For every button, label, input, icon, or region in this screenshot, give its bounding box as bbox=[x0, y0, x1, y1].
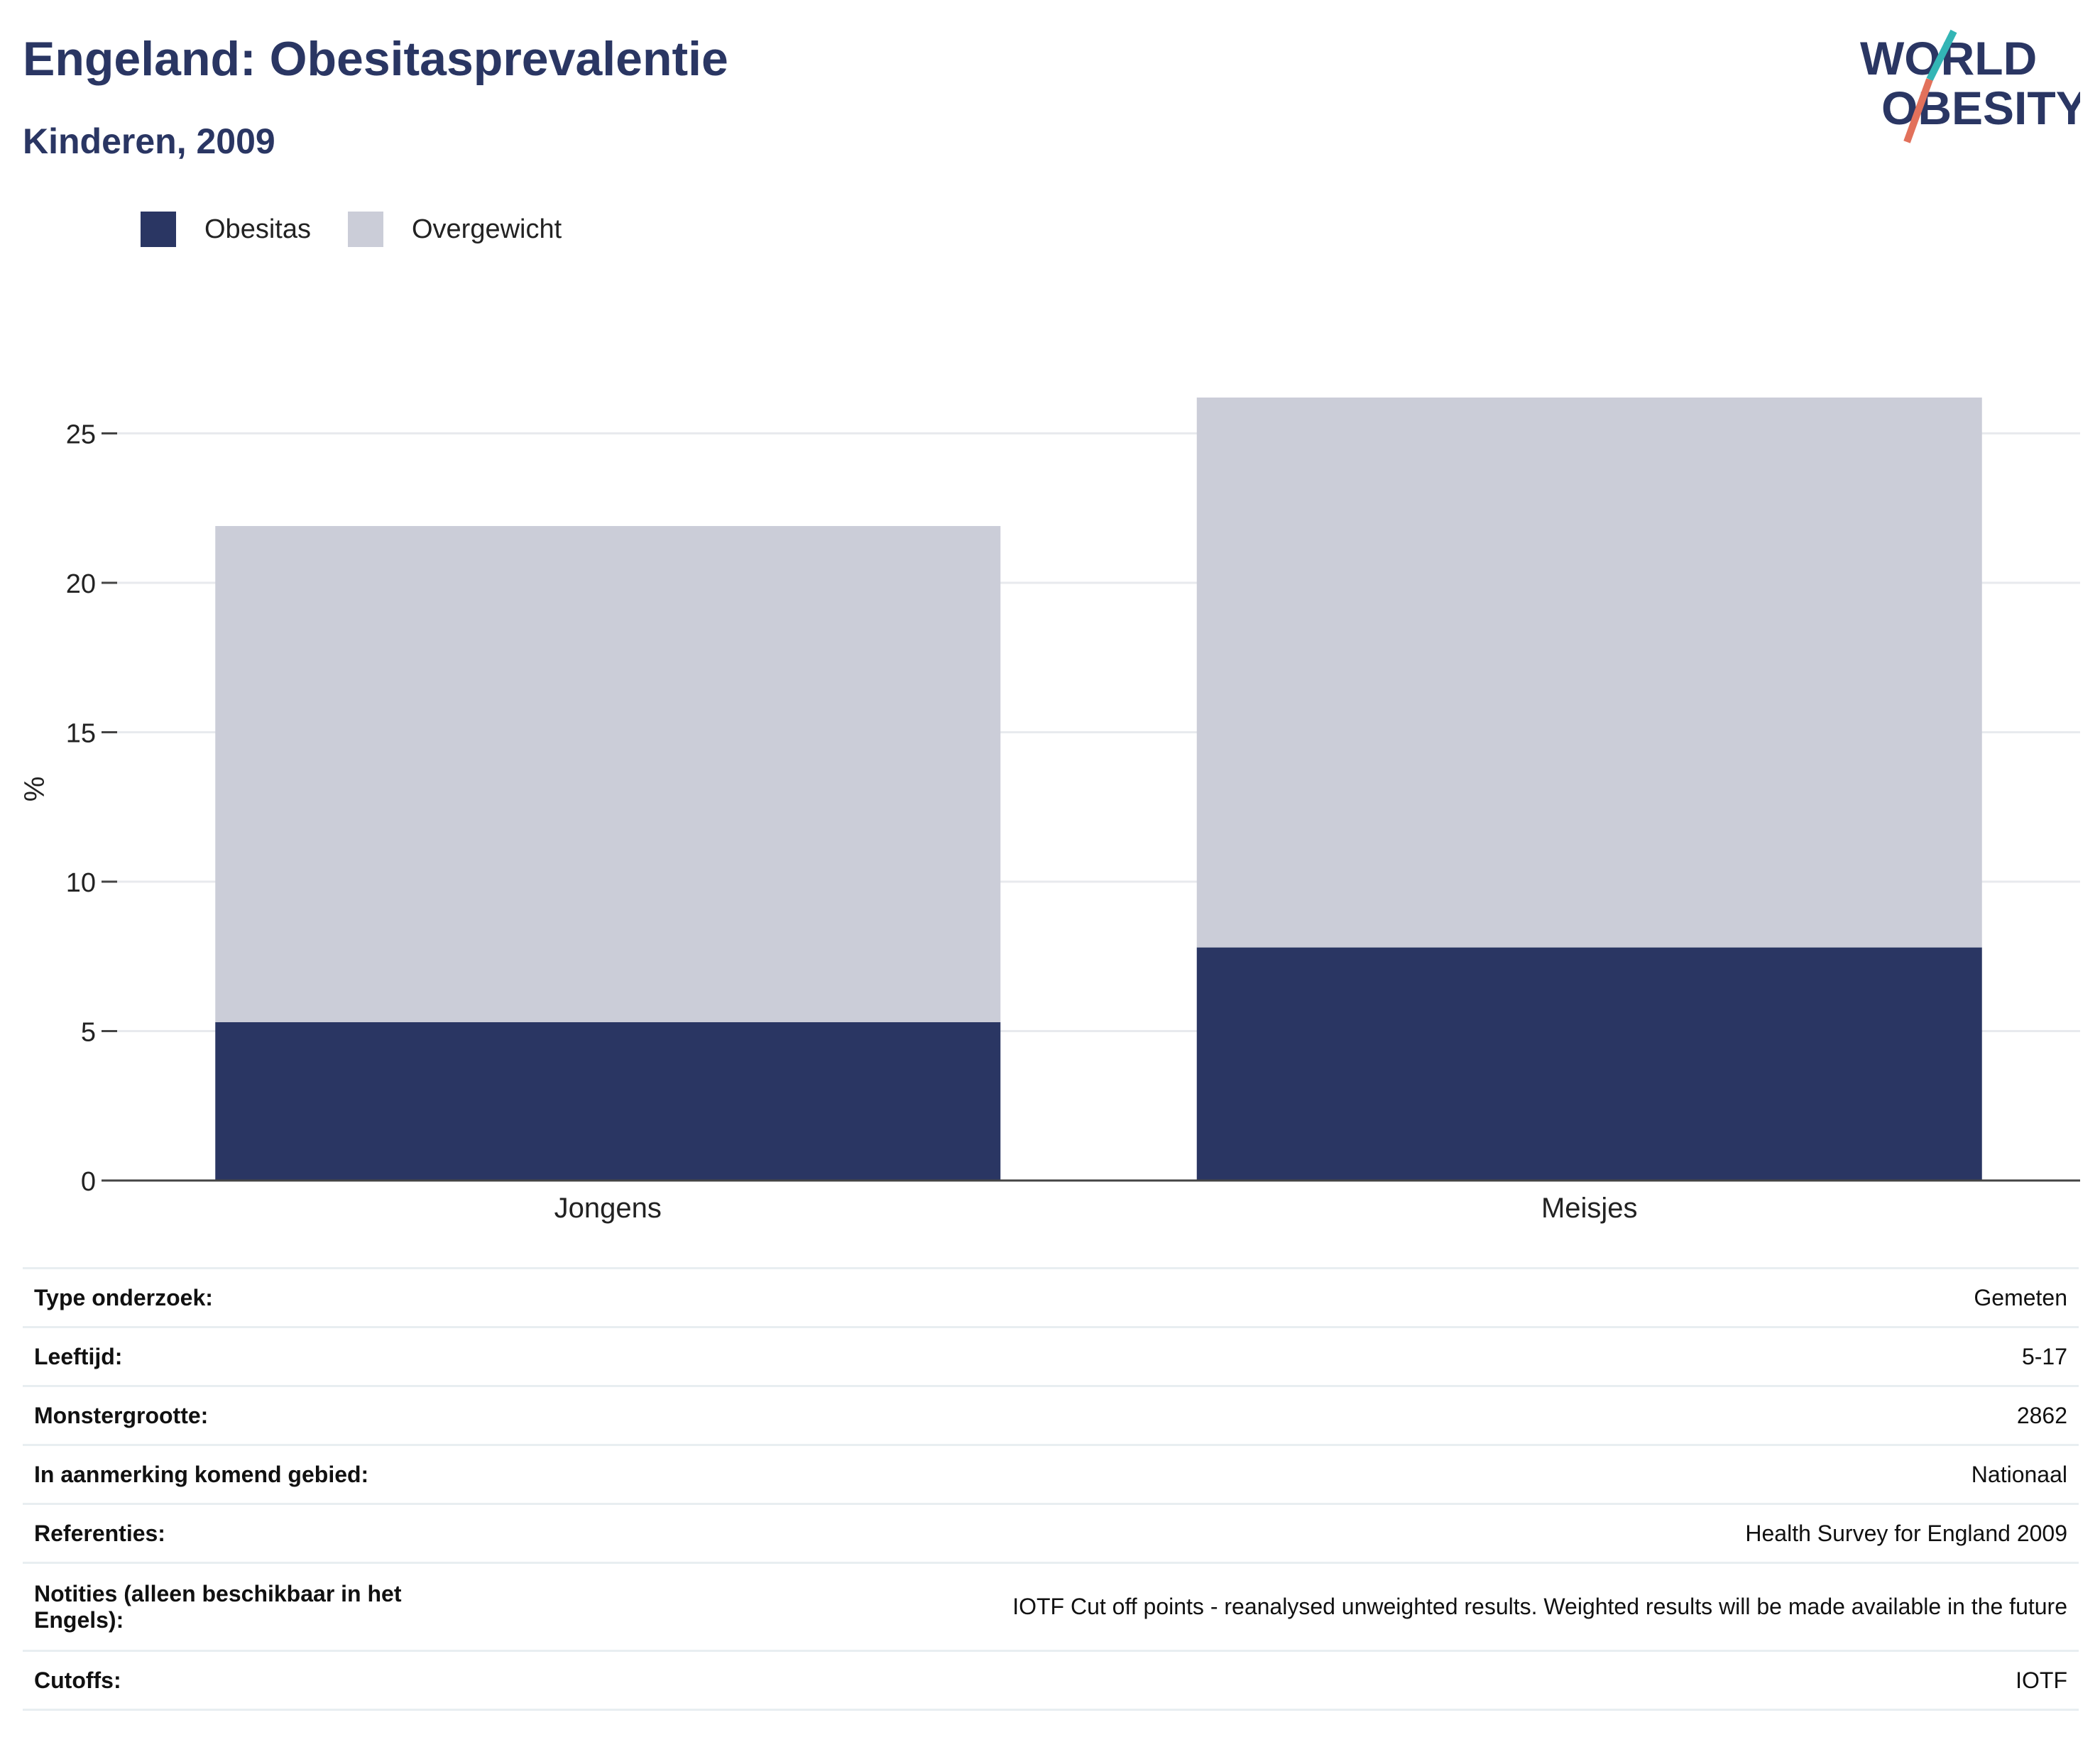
bar-overgewicht-jongens[interactable] bbox=[215, 526, 1001, 1022]
bar-chart: 0 5 10 15 20 25 Jongens Meisjes % bbox=[19, 398, 2080, 1224]
info-label: Cutoffs: bbox=[23, 1650, 471, 1711]
legend: Obesitas Overgewicht bbox=[141, 212, 598, 247]
bar-obesitas-jongens[interactable] bbox=[215, 1022, 1001, 1181]
info-row: Leeftijd: 5-17 bbox=[23, 1326, 2079, 1386]
info-row: Cutoffs: IOTF bbox=[23, 1650, 2079, 1711]
chart-subtitle: Kinderen, 2009 bbox=[23, 121, 275, 161]
legend-swatch-overgewicht bbox=[347, 212, 383, 247]
info-row: Type onderzoek: Gemeten bbox=[23, 1267, 2079, 1327]
info-label: Referenties: bbox=[23, 1503, 471, 1563]
axes: 0 5 10 15 20 25 Jongens Meisjes bbox=[66, 420, 2080, 1224]
bars bbox=[215, 398, 1982, 1181]
info-value: Gemeten bbox=[471, 1267, 2079, 1327]
info-value: IOTF bbox=[471, 1650, 2079, 1711]
info-value: Nationaal bbox=[471, 1444, 2079, 1504]
legend-label-obesitas: Obesitas bbox=[204, 214, 311, 244]
info-row: Monstergrootte: 2862 bbox=[23, 1385, 2079, 1445]
info-label: In aanmerking komend gebied: bbox=[23, 1444, 471, 1504]
info-row: Referenties: Health Survey for England 20… bbox=[23, 1503, 2079, 1563]
x-tick-label: Jongens bbox=[554, 1193, 662, 1224]
legend-swatch-obesitas bbox=[141, 212, 176, 247]
info-label: Notities (alleen beschikbaar in het Enge… bbox=[23, 1562, 471, 1651]
logo-slash-teal bbox=[1926, 29, 1957, 82]
bar-overgewicht-meisjes[interactable] bbox=[1196, 398, 1982, 948]
info-label: Leeftijd: bbox=[23, 1326, 471, 1386]
x-tick-label: Meisjes bbox=[1541, 1193, 1638, 1224]
info-row: Notities (alleen beschikbaar in het Enge… bbox=[23, 1562, 2079, 1651]
logo-slash-coral bbox=[1903, 78, 1933, 143]
info-label: Monstergrootte: bbox=[23, 1385, 471, 1445]
y-tick-label: 15 bbox=[66, 719, 96, 749]
legend-item-overgewicht[interactable]: Overgewicht bbox=[347, 212, 562, 247]
world-obesity-logo: WORLD OBESITY bbox=[1860, 29, 2080, 143]
legend-label-overgewicht: Overgewicht bbox=[411, 214, 562, 244]
info-value: IOTF Cut off points - reanalysed unweigh… bbox=[471, 1562, 2079, 1651]
info-value: Health Survey for England 2009 bbox=[471, 1503, 2079, 1563]
info-row: In aanmerking komend gebied: Nationaal bbox=[23, 1444, 2079, 1504]
y-axis-label: % bbox=[19, 777, 50, 802]
y-tick-label: 25 bbox=[66, 420, 96, 450]
bar-obesitas-meisjes[interactable] bbox=[1196, 947, 1982, 1181]
y-tick-label: 5 bbox=[81, 1018, 96, 1048]
legend-item-obesitas[interactable]: Obesitas bbox=[141, 212, 311, 247]
y-tick-label: 10 bbox=[66, 868, 96, 898]
survey-info-table: Type onderzoek: Gemeten Leeftijd: 5-17 Monst… bbox=[23, 1267, 2079, 1711]
info-value: 5-17 bbox=[471, 1326, 2079, 1386]
info-value: 2862 bbox=[471, 1385, 2079, 1445]
y-tick-label: 20 bbox=[66, 569, 96, 599]
info-label: Type onderzoek: bbox=[23, 1267, 471, 1327]
y-tick-label: 0 bbox=[81, 1167, 96, 1197]
chart-title: Engeland: Obesitasprevalentie bbox=[23, 32, 728, 86]
